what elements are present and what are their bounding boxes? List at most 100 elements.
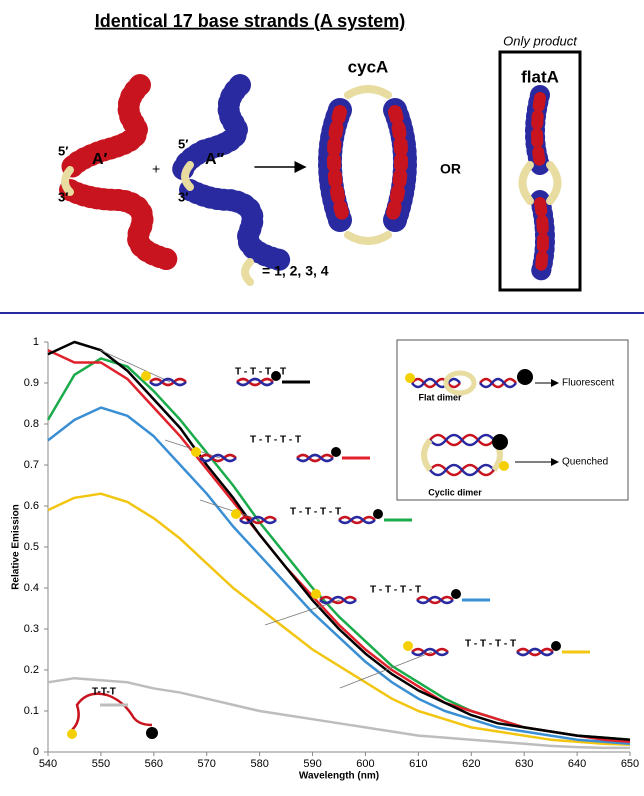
series-line [47,406,631,746]
quencher [271,371,281,381]
linker-label: T - T - T - T [235,367,286,378]
x-tick-label: 610 [409,758,427,770]
series-line [47,492,631,746]
schematic-title: Identical 17 base strands (A system) [95,11,405,31]
linker-label: T - T - T - T [370,585,421,596]
structure-legend: T-T-T [67,687,158,739]
x-tick-label: 560 [145,758,163,770]
structure-legend: T - T - T - T [199,499,412,525]
helix [319,595,357,605]
structure-legend: T - T - T - T [339,639,590,689]
helix [199,453,237,463]
strand [71,692,153,731]
quencher [146,727,158,739]
structure-legend: T - T - T - T [164,435,370,463]
five-prime: 5′ [58,143,68,158]
fluorophore [403,641,413,651]
flat-label: flatA [521,67,559,86]
helix [416,595,454,605]
helix [516,647,554,657]
x-tick-label: 550 [92,758,110,770]
helix [338,515,376,525]
inset-label: Cyclic dimer [428,487,482,497]
quencher [551,641,561,651]
series-line [47,676,630,750]
linker-label: T - T - T - T [250,435,301,446]
pointer-line [99,349,171,383]
inset-box [396,339,629,501]
y-tick-label: 0.6 [24,500,39,512]
fluorophore [141,371,151,381]
y-tick-label: 0.4 [24,582,39,594]
three-prime: 3′ [58,189,68,204]
helix [416,595,454,605]
x-tick-label: 580 [250,758,268,770]
x-tick-label: 650 [621,758,639,770]
y-tick-label: 0.1 [24,705,39,717]
x-tick-label: 620 [462,758,480,770]
y-tick-label: 0.8 [24,418,39,430]
pointer-line [264,599,341,626]
helix [239,515,277,525]
y-axis-title: Relative Emission [11,504,22,590]
series-line [47,340,631,741]
x-tick-label: 590 [303,758,321,770]
helix [149,377,187,387]
helix [296,453,334,463]
y-tick-label: 0.3 [24,623,39,635]
inset-label: Fluorescent [562,378,614,389]
helix [411,647,449,657]
x-tick-label: 540 [39,758,57,770]
cyclic-label: cycA [348,57,389,76]
y-tick-label: 1 [33,336,39,348]
x-tick-label: 640 [568,758,586,770]
linker-key: = 1, 2, 3, 4 [262,263,329,279]
y-tick-label: 0.5 [24,541,39,553]
x-tick-label: 630 [515,758,533,770]
five-prime: 5′ [178,136,188,151]
pointer-line [199,499,261,521]
strand-label: A″ [205,151,225,168]
x-axis-title: Wavelength (nm) [299,771,379,782]
structure-legend: T - T - T - T [99,349,310,387]
structure-legend: T - T - T - T [264,585,490,626]
quencher [373,509,383,519]
fluorophore [67,729,77,739]
schematic [59,50,582,292]
pointer-line [339,651,433,689]
inset-label: Quenched [562,457,608,468]
plus: + [152,161,160,177]
x-tick-label: 600 [356,758,374,770]
helix [236,377,274,387]
quencher [451,589,461,599]
helix [239,515,277,525]
y-tick-label: 0.7 [24,459,39,471]
y-tick-label: 0 [33,746,39,758]
helix [199,453,237,463]
strand-label: A′ [92,151,108,168]
helix [149,377,187,387]
x-tick-label: 570 [198,758,216,770]
fluorophore [311,589,321,599]
or-label: OR [440,161,461,177]
inset-art [405,369,559,477]
helix [296,453,334,463]
helix [338,515,376,525]
only-product: Only product [503,33,578,48]
fluorophore [231,509,241,519]
linker-label: T-T-T [92,687,116,698]
linker-label: T - T - T - T [290,507,341,518]
y-tick-label: 0.2 [24,664,39,676]
helix [411,647,449,657]
quencher [331,447,341,457]
linker-label: T - T - T - T [465,639,516,650]
fluorophore [191,447,201,457]
three-prime: 3′ [178,189,188,204]
y-tick-label: 0.9 [24,377,39,389]
inset-label: Flat dimer [418,392,462,402]
helix [516,647,554,657]
helix [236,377,274,387]
helix [319,595,357,605]
